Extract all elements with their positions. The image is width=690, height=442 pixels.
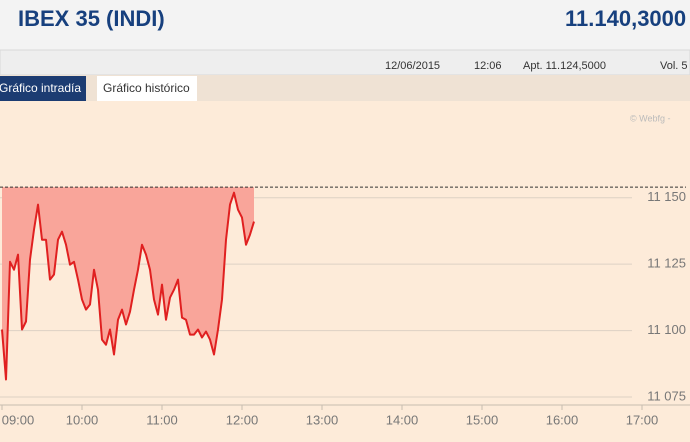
time: 12:06 <box>474 60 502 72</box>
title: IBEX 35 (INDI) <box>18 6 165 31</box>
x-tick-label: 09:00 <box>2 412 35 427</box>
y-tick-label: 11 075 <box>647 388 686 403</box>
info-bar <box>0 49 690 76</box>
date: 12/06/2015 <box>385 60 440 72</box>
tab-active[interactable] <box>0 76 86 101</box>
open: Apt. 11.124,5000 <box>523 60 606 72</box>
header-bar <box>0 0 690 50</box>
y-tick-label: 11 150 <box>647 189 686 204</box>
price: 11.140,3000 <box>565 6 686 31</box>
x-tick-label: 14:00 <box>386 412 419 427</box>
x-tick-label: 10:00 <box>66 412 99 427</box>
plot: 11 075 11 100 11 125 11 150 09:00 10:00 11:00 1… <box>0 186 690 427</box>
x-tick-label: 17:00 <box>626 412 659 427</box>
y-tick-label: 11 100 <box>647 322 686 337</box>
x-tick-label: 13:00 <box>306 412 339 427</box>
tab-label[interactable]: Gráfico intradía <box>0 81 81 95</box>
tab-label[interactable]: Gráfico histórico <box>103 81 190 95</box>
x-tick-label: 12:00 <box>226 412 259 427</box>
y-tick-label: 11 125 <box>647 256 686 271</box>
x-tick-label: 16:00 <box>546 412 579 427</box>
x-tick-label: 11:00 <box>146 412 178 427</box>
watermark: © Webfg - <box>630 113 670 123</box>
area <box>2 187 254 380</box>
volume: Vol. 5 <box>660 60 688 72</box>
x-tick-label: 15:00 <box>466 412 499 427</box>
tab[interactable] <box>97 76 197 101</box>
line <box>1 191 255 381</box>
